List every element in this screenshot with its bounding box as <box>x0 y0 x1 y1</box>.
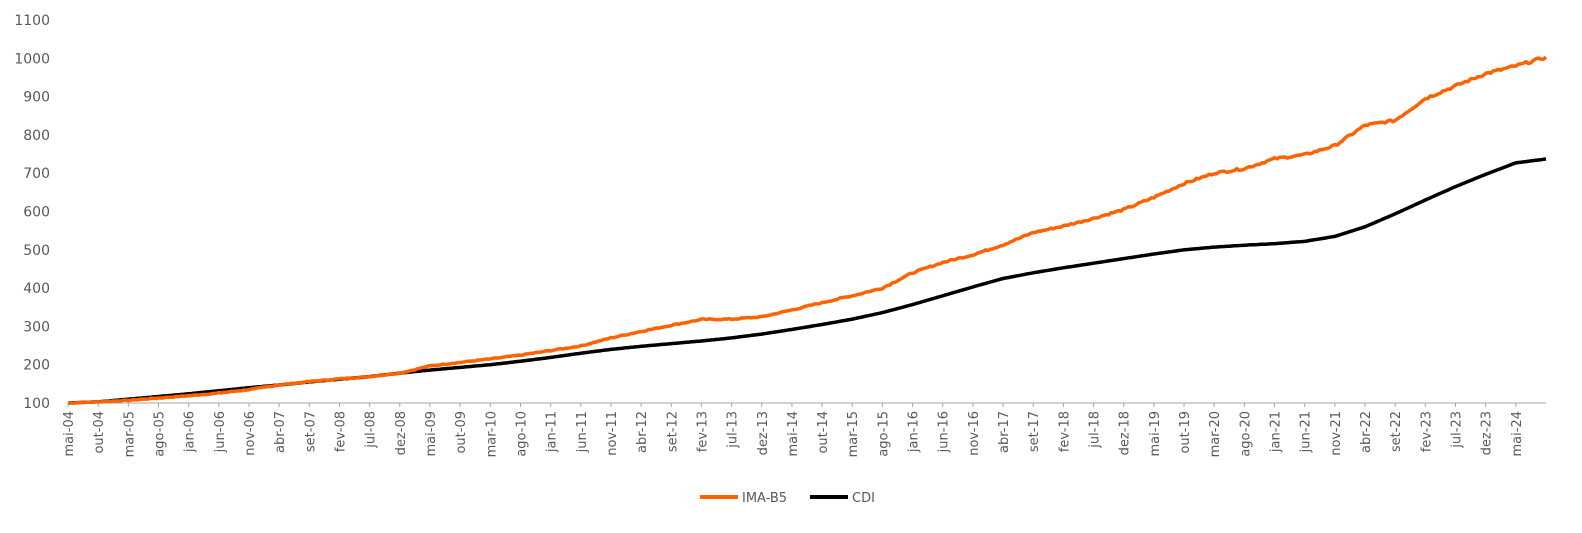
series-line-cdi <box>67 157 1547 405</box>
x-tick-label: fev-13 <box>695 411 710 452</box>
x-tick-label: fev-18 <box>1057 411 1072 452</box>
x-tick-label: jun-16 <box>937 411 952 453</box>
x-tick-label: set-12 <box>665 411 680 452</box>
x-axis-ticks: mai-04 out-04 mar-05 ago-05 jan-06 jun-06 nov-… <box>62 403 1525 457</box>
series-line-ima-b5 <box>67 55 1548 405</box>
x-tick-label: ago-10 <box>514 411 529 457</box>
x-tick-label: mai-04 <box>62 411 77 456</box>
x-tick-label: set-07 <box>303 411 318 452</box>
x-tick-label: out-04 <box>92 411 107 454</box>
x-tick-label: abr-22 <box>1359 411 1374 453</box>
x-tick-label: dez-18 <box>1118 411 1133 455</box>
x-tick-label: abr-12 <box>635 411 650 453</box>
legend-label-ima-b5: IMA-B5 <box>742 491 787 506</box>
y-tick-label: 300 <box>23 319 50 335</box>
x-tick-label: jun-06 <box>213 411 228 453</box>
y-tick-label: 400 <box>23 281 50 297</box>
x-tick-label: jun-11 <box>575 411 590 453</box>
x-tick-label: fev-08 <box>333 411 348 452</box>
x-tick-label: abr-07 <box>273 411 288 453</box>
series-layer <box>67 55 1548 405</box>
x-tick-label: mar-10 <box>484 411 499 457</box>
x-tick-label: out-19 <box>1178 411 1193 454</box>
x-tick-label: jul-08 <box>364 411 379 449</box>
x-tick-label: jan-06 <box>183 411 198 453</box>
y-tick-label: 1000 <box>14 51 50 67</box>
x-tick-label: set-22 <box>1389 411 1404 452</box>
y-tick-label: 200 <box>23 358 50 374</box>
x-tick-label: mai-14 <box>786 411 801 456</box>
x-tick-label: dez-08 <box>394 411 409 455</box>
y-tick-label: 600 <box>23 205 50 221</box>
x-tick-label: nov-21 <box>1329 411 1344 456</box>
x-tick-label: dez-23 <box>1480 411 1495 455</box>
x-tick-label: ago-20 <box>1238 411 1253 457</box>
x-tick-label: jan-11 <box>545 411 560 453</box>
x-tick-label: mai-19 <box>1148 411 1163 456</box>
x-tick-label: mai-24 <box>1510 411 1525 456</box>
x-tick-label: ago-15 <box>876 411 891 457</box>
x-tick-label: jun-21 <box>1299 411 1314 453</box>
x-tick-label: jul-23 <box>1450 411 1465 449</box>
x-tick-label: mar-20 <box>1208 411 1223 457</box>
x-tick-label: mai-09 <box>424 411 439 456</box>
x-tick-label: jul-18 <box>1088 411 1103 449</box>
x-tick-label: out-14 <box>816 411 831 454</box>
x-tick-label: ago-05 <box>152 411 167 457</box>
x-tick-label: fev-23 <box>1419 411 1434 452</box>
x-tick-label: dez-13 <box>756 411 771 455</box>
x-tick-label: jan-16 <box>907 411 922 453</box>
legend-label-cdi: CDI <box>852 491 875 506</box>
y-tick-label: 100 <box>23 396 50 412</box>
x-tick-label: nov-06 <box>243 411 258 456</box>
y-tick-label: 900 <box>23 90 50 106</box>
y-tick-label: 800 <box>23 128 50 144</box>
x-tick-label: nov-11 <box>605 411 620 456</box>
y-tick-label: 500 <box>23 243 50 259</box>
x-tick-label: mar-05 <box>122 411 137 457</box>
x-tick-label: mar-15 <box>846 411 861 457</box>
x-tick-label: set-17 <box>1027 411 1042 452</box>
x-tick-label: jan-21 <box>1269 411 1284 453</box>
x-tick-label: nov-16 <box>967 411 982 456</box>
y-tick-label: 700 <box>23 166 50 182</box>
y-axis-ticks: 100 200 300 400 500 600 700 800 900 1000 1100 <box>14 13 50 412</box>
x-tick-label: out-09 <box>454 411 469 454</box>
x-tick-label: jul-13 <box>726 411 741 449</box>
legend: IMA-B5 CDI <box>700 491 875 506</box>
y-tick-label: 1100 <box>14 13 50 29</box>
x-tick-label: abr-17 <box>997 411 1012 453</box>
